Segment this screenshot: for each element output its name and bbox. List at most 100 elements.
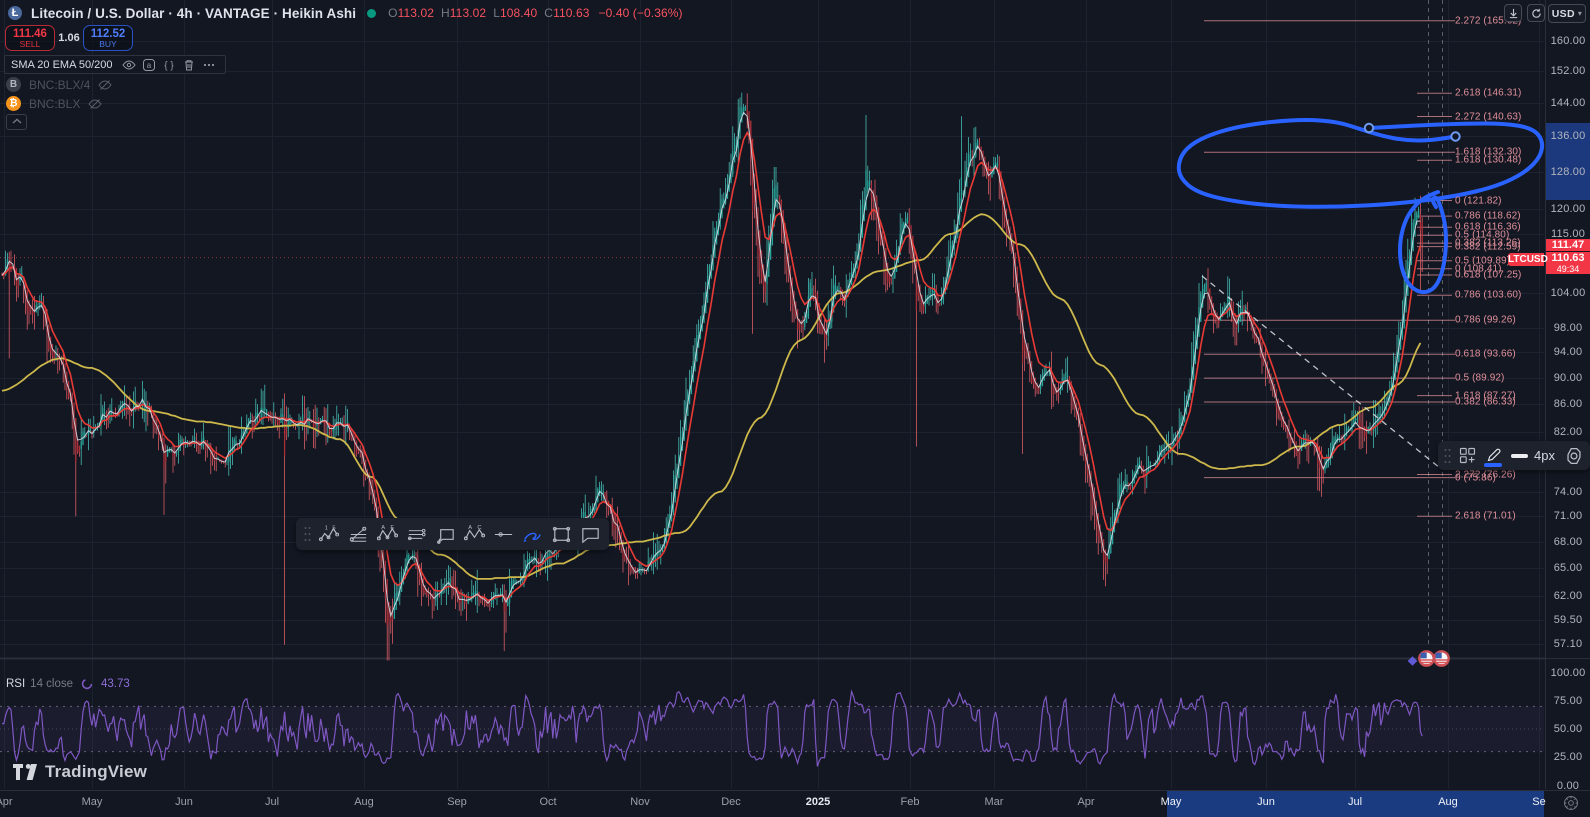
line-color-button[interactable] — [1480, 442, 1506, 470]
tradingview-logo[interactable]: TradingView — [12, 762, 147, 782]
price-tick: 62.00 — [1553, 589, 1583, 602]
fib-level-label: 0.618 (107.25) — [1455, 269, 1522, 281]
axis-settings-gear-icon[interactable] — [1562, 794, 1582, 814]
alert-icon[interactable]: a — [142, 58, 156, 72]
chart-action-buttons — [1499, 4, 1545, 22]
currency-dropdown[interactable]: USD ▾ — [1548, 4, 1586, 23]
price-tick: 68.00 — [1553, 535, 1583, 548]
price-change-value: −0.40 (−0.36%) — [598, 6, 683, 20]
collapse-legend-button[interactable] — [6, 114, 27, 130]
settings-hexagon-icon[interactable] — [1561, 442, 1587, 470]
price-tick: 94.00 — [1553, 346, 1583, 359]
price-tick: 144.00 — [1550, 96, 1586, 109]
buy-button[interactable]: 112.52 BUY — [83, 25, 133, 51]
symbol-price-tag: LTCUSD — [1508, 253, 1548, 266]
price-tick: 82.00 — [1553, 426, 1583, 439]
fib-level-label: 2.618 (146.31) — [1455, 87, 1522, 99]
price-tick: 74.00 — [1553, 486, 1583, 499]
sell-button[interactable]: 111.46 SELL — [5, 25, 55, 51]
bar-countdown: 49:34 — [1546, 263, 1590, 274]
fib-level-label: 0.618 (93.66) — [1455, 348, 1516, 360]
indicator-legend[interactable]: SMA 20 EMA 50/200 a { } — [4, 55, 226, 74]
drawing-style-toolbar: 4px — [1438, 441, 1590, 470]
svg-text:{ }: { } — [164, 60, 174, 71]
tool-fib-retracement[interactable] — [344, 520, 373, 548]
time-tick: Jun — [1257, 796, 1275, 808]
ohlc-o-value: 113.02 — [397, 6, 434, 20]
price-tick: 98.00 — [1553, 321, 1583, 334]
fib-level-label: 2.272 (76.26) — [1455, 469, 1516, 480]
rsi-legend[interactable]: RSI 14 close 43.73 — [6, 678, 130, 690]
fib-level-label: 1.618 (130.48) — [1455, 154, 1522, 166]
eye-icon[interactable] — [121, 58, 136, 72]
refresh-button[interactable] — [1527, 4, 1545, 22]
buy-price: 112.52 — [90, 28, 126, 40]
time-tick: Mar — [984, 796, 1004, 808]
trade-panel: 111.46 SELL 1.06 112.52 BUY — [5, 25, 133, 51]
price-tick: 71.00 — [1553, 510, 1583, 523]
tool-fib-channel[interactable] — [402, 520, 431, 548]
compare-row-bnc-blx[interactable]: ₿ BNC:BLX — [6, 96, 102, 111]
time-axis[interactable]: Apr May Jun Jul Aug Sep Oct Nov Dec 2025 Feb Mar Apr… — [0, 790, 1590, 817]
drag-handle[interactable] — [303, 525, 312, 543]
price-tick: 100.00 — [1550, 666, 1586, 679]
spread-value: 1.06 — [58, 32, 80, 44]
fib-level-label: 0.618 (116.36) — [1455, 221, 1521, 233]
price-axis[interactable]: 160.00 152.00 144.00 136.00 128.00 120.00 115.… — [1545, 0, 1590, 792]
tool-comment[interactable] — [576, 520, 605, 548]
time-tick: Aug — [1438, 796, 1458, 808]
price-tick: 90.00 — [1553, 371, 1583, 384]
chevron-down-icon: ▾ — [1577, 9, 1583, 18]
svg-text:5: 5 — [332, 525, 335, 531]
source-code-icon[interactable]: { } — [162, 58, 176, 72]
price-tick: 136.00 — [1550, 130, 1586, 143]
drawings-overlay[interactable] — [0, 0, 1545, 789]
fib-level-label: 0.786 (118.62) — [1455, 210, 1521, 222]
rsi-params: 14 close — [30, 678, 74, 690]
templates-button[interactable] — [1454, 442, 1480, 470]
tool-horizontal-ray[interactable] — [489, 520, 518, 548]
fib-level-label: 0 (121.82) — [1455, 195, 1502, 206]
sell-label: SELL — [19, 39, 41, 49]
ohlc-values: O113.02 H113.02 L108.40 C110.63 −0.40 (−0.36… — [388, 6, 683, 20]
time-tick: Se — [1532, 796, 1546, 808]
price-tick: 25.00 — [1553, 751, 1583, 764]
ohlc-c-value: 110.63 — [553, 6, 590, 20]
fib-level-label: 0.5 (109.89) — [1455, 255, 1511, 267]
tradingview-wordmark: TradingView — [45, 762, 148, 781]
time-tick: Feb — [900, 796, 920, 808]
tool-callout[interactable] — [431, 520, 460, 548]
delete-icon[interactable] — [182, 58, 196, 72]
fib-level-label: 1.618 (132.30) — [1455, 146, 1522, 158]
drag-handle[interactable] — [1443, 447, 1452, 465]
price-tick: 65.00 — [1553, 562, 1583, 574]
market-open-dot-icon — [367, 8, 377, 18]
price-tick: 0.00 — [1556, 779, 1580, 792]
price-tick: 160.00 — [1550, 35, 1586, 47]
eye-off-icon[interactable] — [98, 78, 112, 92]
bnc-blx4-icon: B — [6, 77, 21, 92]
tool-brush-active[interactable] — [518, 520, 547, 548]
price-tick: 86.00 — [1553, 398, 1583, 411]
time-axis-selection — [1167, 791, 1544, 817]
chart-canvas[interactable] — [0, 0, 1545, 789]
compare-row-bnc-blx4[interactable]: B BNC:BLX/4 — [6, 77, 112, 92]
download-button[interactable] — [1504, 4, 1522, 22]
line-width-button[interactable] — [1506, 442, 1532, 470]
price-tick: 75.00 — [1553, 694, 1583, 707]
rsi-value: 43.73 — [101, 678, 130, 690]
more-icon[interactable] — [202, 58, 216, 72]
time-tick: Sep — [447, 796, 467, 808]
tool-rectangle[interactable] — [547, 520, 576, 548]
color-swatch-blue — [1484, 462, 1502, 467]
symbol-title[interactable]: Litecoin / U.S. Dollar · 4h · VANTAGE · … — [31, 5, 357, 21]
time-tick: Jul — [1347, 796, 1363, 808]
eye-off-icon[interactable] — [88, 97, 102, 111]
price-axis-selection — [1546, 123, 1590, 200]
price-tick: 152.00 — [1550, 65, 1586, 77]
